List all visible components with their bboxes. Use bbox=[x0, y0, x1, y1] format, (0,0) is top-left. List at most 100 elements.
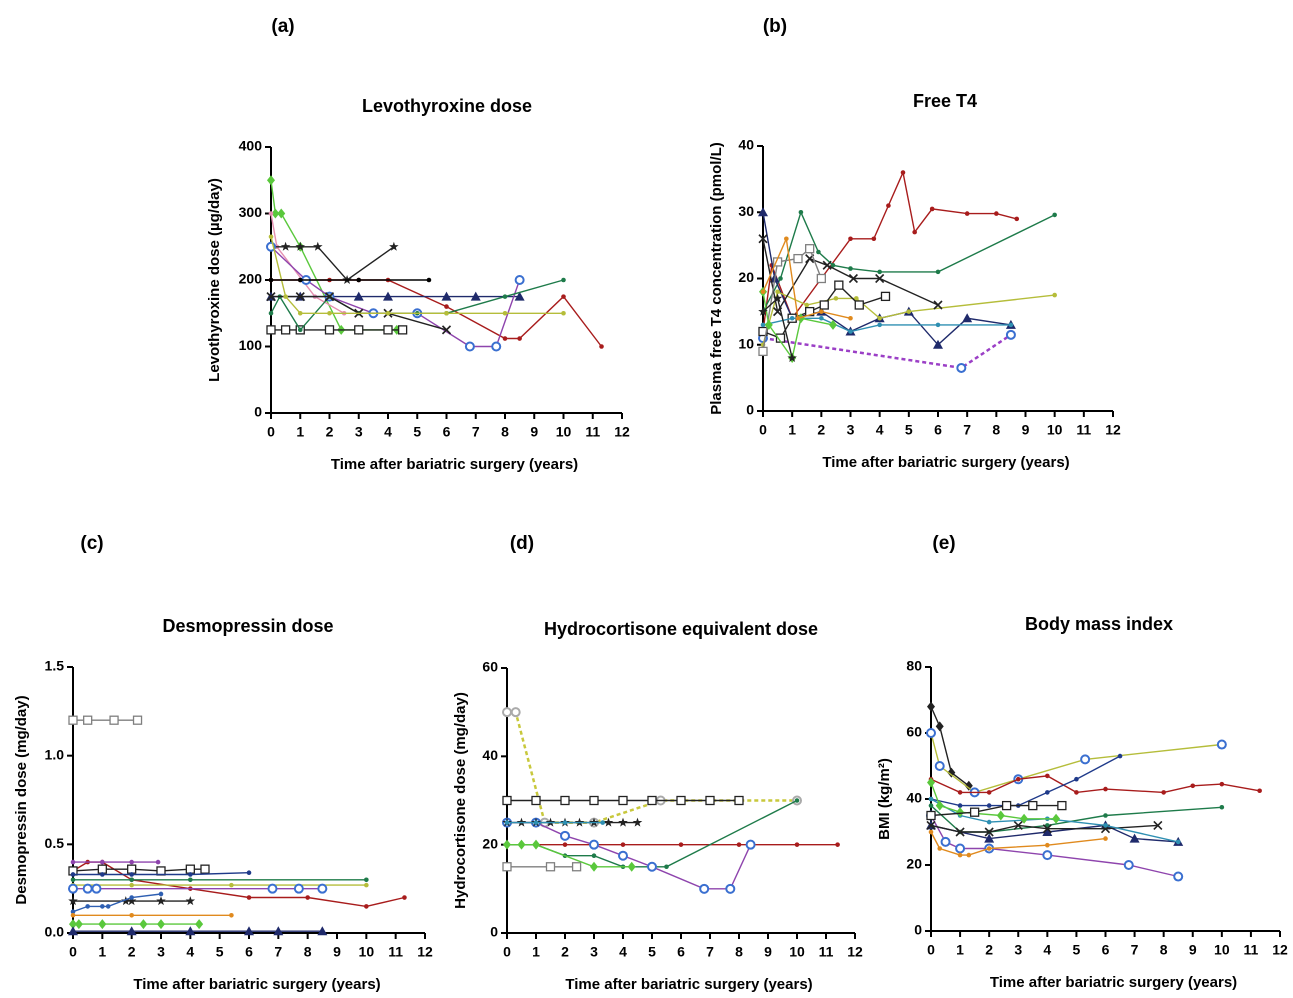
marker bbox=[955, 827, 965, 837]
marker bbox=[70, 912, 76, 918]
marker bbox=[1042, 824, 1052, 834]
marker bbox=[984, 827, 994, 837]
marker bbox=[848, 329, 853, 334]
marker bbox=[126, 896, 137, 906]
x-tick-label: 4 bbox=[876, 422, 884, 438]
marker bbox=[1042, 850, 1053, 861]
series-line bbox=[762, 290, 1055, 345]
marker bbox=[935, 322, 941, 328]
x-tick-label: 2 bbox=[326, 424, 334, 440]
marker bbox=[590, 861, 598, 872]
marker bbox=[758, 306, 768, 316]
chart-title: Free T4 bbox=[913, 91, 977, 111]
marker bbox=[928, 803, 934, 808]
marker bbox=[1020, 813, 1029, 824]
marker bbox=[956, 362, 967, 373]
marker bbox=[364, 904, 369, 909]
x-tick-label: 5 bbox=[216, 944, 224, 960]
marker bbox=[313, 241, 323, 251]
marker bbox=[132, 715, 143, 725]
marker bbox=[1080, 754, 1091, 765]
marker bbox=[798, 209, 804, 215]
marker bbox=[70, 877, 76, 883]
marker bbox=[1103, 786, 1108, 792]
marker bbox=[324, 292, 335, 302]
marker bbox=[928, 829, 934, 835]
marker bbox=[364, 882, 369, 888]
panel-label: (c) bbox=[80, 533, 103, 554]
y-tick-label: 1.0 bbox=[45, 746, 65, 762]
series-line bbox=[930, 706, 970, 787]
marker bbox=[268, 277, 274, 283]
marker bbox=[1052, 292, 1057, 298]
x-tick-label: 1 bbox=[532, 944, 540, 960]
x-tick-label: 0 bbox=[267, 424, 275, 440]
marker bbox=[295, 292, 305, 302]
marker bbox=[514, 275, 525, 285]
x-tick-label: 2 bbox=[561, 944, 569, 960]
marker bbox=[280, 325, 291, 335]
x-tick-label: 8 bbox=[1160, 942, 1168, 958]
marker bbox=[758, 326, 768, 337]
marker bbox=[185, 926, 196, 936]
marker bbox=[984, 833, 995, 843]
marker bbox=[705, 795, 715, 806]
marker bbox=[1173, 871, 1184, 882]
marker bbox=[98, 919, 107, 930]
marker bbox=[562, 820, 568, 825]
marker bbox=[804, 302, 810, 308]
marker bbox=[760, 322, 766, 328]
marker bbox=[297, 327, 303, 333]
marker bbox=[833, 296, 839, 301]
marker bbox=[871, 236, 877, 242]
y-tick-label: 0 bbox=[914, 922, 922, 938]
x-tick-label: 5 bbox=[413, 424, 421, 440]
series-line bbox=[72, 893, 162, 913]
marker bbox=[402, 895, 407, 900]
marker bbox=[632, 817, 643, 827]
x-tick-label: 10 bbox=[556, 424, 572, 440]
marker bbox=[268, 234, 274, 240]
marker bbox=[561, 277, 566, 283]
x-tick-label: 1 bbox=[98, 944, 106, 960]
series-line bbox=[72, 868, 205, 872]
marker bbox=[877, 315, 882, 321]
marker bbox=[819, 315, 824, 321]
marker bbox=[267, 883, 278, 894]
x-tick-label: 11 bbox=[585, 424, 600, 440]
marker bbox=[1057, 800, 1067, 811]
marker bbox=[1216, 739, 1227, 750]
x-tick-label: 4 bbox=[186, 944, 194, 960]
marker bbox=[618, 850, 628, 861]
marker bbox=[1074, 790, 1079, 795]
marker bbox=[647, 861, 657, 872]
marker bbox=[297, 310, 303, 316]
marker bbox=[591, 853, 597, 859]
marker bbox=[854, 300, 864, 310]
marker bbox=[188, 872, 193, 877]
marker bbox=[934, 761, 945, 771]
marker bbox=[109, 715, 119, 725]
marker bbox=[397, 325, 408, 335]
x-tick-label: 10 bbox=[1047, 422, 1063, 438]
x-tick-label: 3 bbox=[355, 424, 363, 440]
series-line bbox=[762, 212, 1012, 346]
marker bbox=[100, 872, 105, 877]
y-tick-label: 300 bbox=[239, 204, 263, 220]
marker bbox=[200, 864, 210, 874]
marker bbox=[129, 872, 134, 877]
x-tick-label: 7 bbox=[472, 424, 480, 440]
marker bbox=[185, 864, 195, 874]
marker bbox=[969, 807, 980, 817]
x-tick-label: 12 bbox=[614, 424, 630, 440]
panel-label: (a) bbox=[271, 16, 294, 37]
marker bbox=[464, 341, 475, 352]
series-line bbox=[930, 775, 1260, 794]
marker bbox=[268, 211, 274, 216]
marker bbox=[758, 234, 768, 244]
marker bbox=[1219, 781, 1225, 787]
y-tick-label: 20 bbox=[738, 269, 754, 285]
marker bbox=[185, 896, 196, 906]
x-tick-label: 1 bbox=[956, 942, 964, 958]
y-tick-label: 0 bbox=[746, 402, 754, 418]
